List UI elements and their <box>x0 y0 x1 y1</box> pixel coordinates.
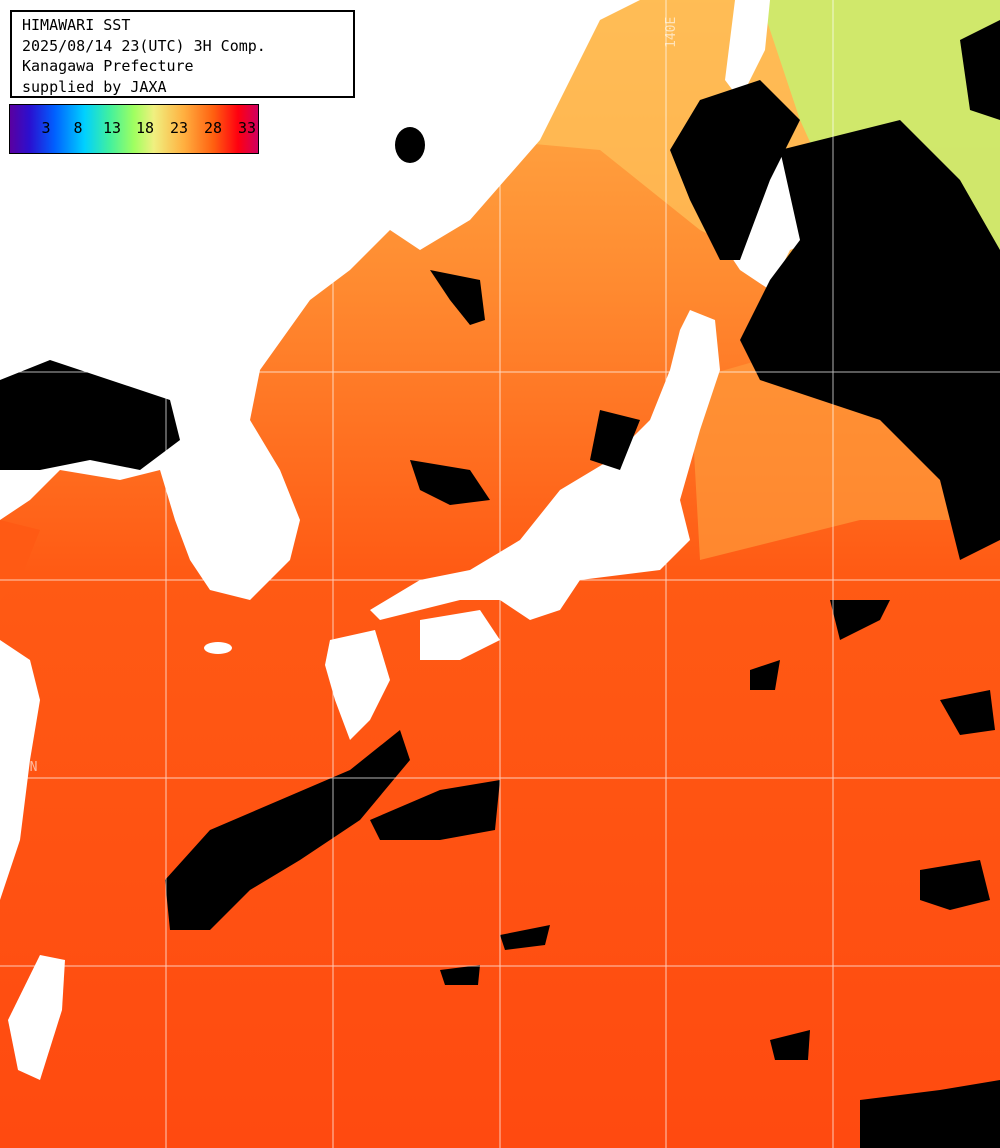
title-box: HIMAWARI SST 2025/08/14 23(UTC) 3H Comp.… <box>10 10 355 98</box>
legend-tick: 23 <box>169 119 189 137</box>
product-name: HIMAWARI SST <box>22 16 131 34</box>
honshu <box>370 310 720 620</box>
data-credit: supplied by JAXA <box>22 77 167 96</box>
legend-tick: 3 <box>41 119 51 137</box>
sakhalin <box>725 0 770 100</box>
legend-labels: 3 8 13 18 23 28 33 <box>10 119 258 139</box>
legend-tick: 13 <box>102 119 122 137</box>
observation-time: 2025/08/14 23(UTC) 3H Comp. <box>22 36 266 55</box>
taiwan <box>8 955 65 1080</box>
jeju <box>204 642 232 654</box>
legend-tick: 8 <box>73 119 83 137</box>
legend-tick: 18 <box>135 119 155 137</box>
legend-tick: 28 <box>203 119 223 137</box>
lat-label-40: 40N <box>14 352 38 367</box>
temperature-legend: 3 8 13 18 23 28 33 <box>9 104 259 154</box>
lat-label-30: 30N <box>14 760 38 775</box>
provider-region: Kanagawa Prefecture <box>22 57 194 75</box>
lon-label-140: 140E <box>664 16 679 48</box>
shikoku <box>420 610 500 660</box>
cloud-cover <box>0 20 1000 1148</box>
legend-tick: 33 <box>237 119 257 137</box>
kyushu <box>325 630 390 740</box>
china-coast <box>0 640 40 900</box>
